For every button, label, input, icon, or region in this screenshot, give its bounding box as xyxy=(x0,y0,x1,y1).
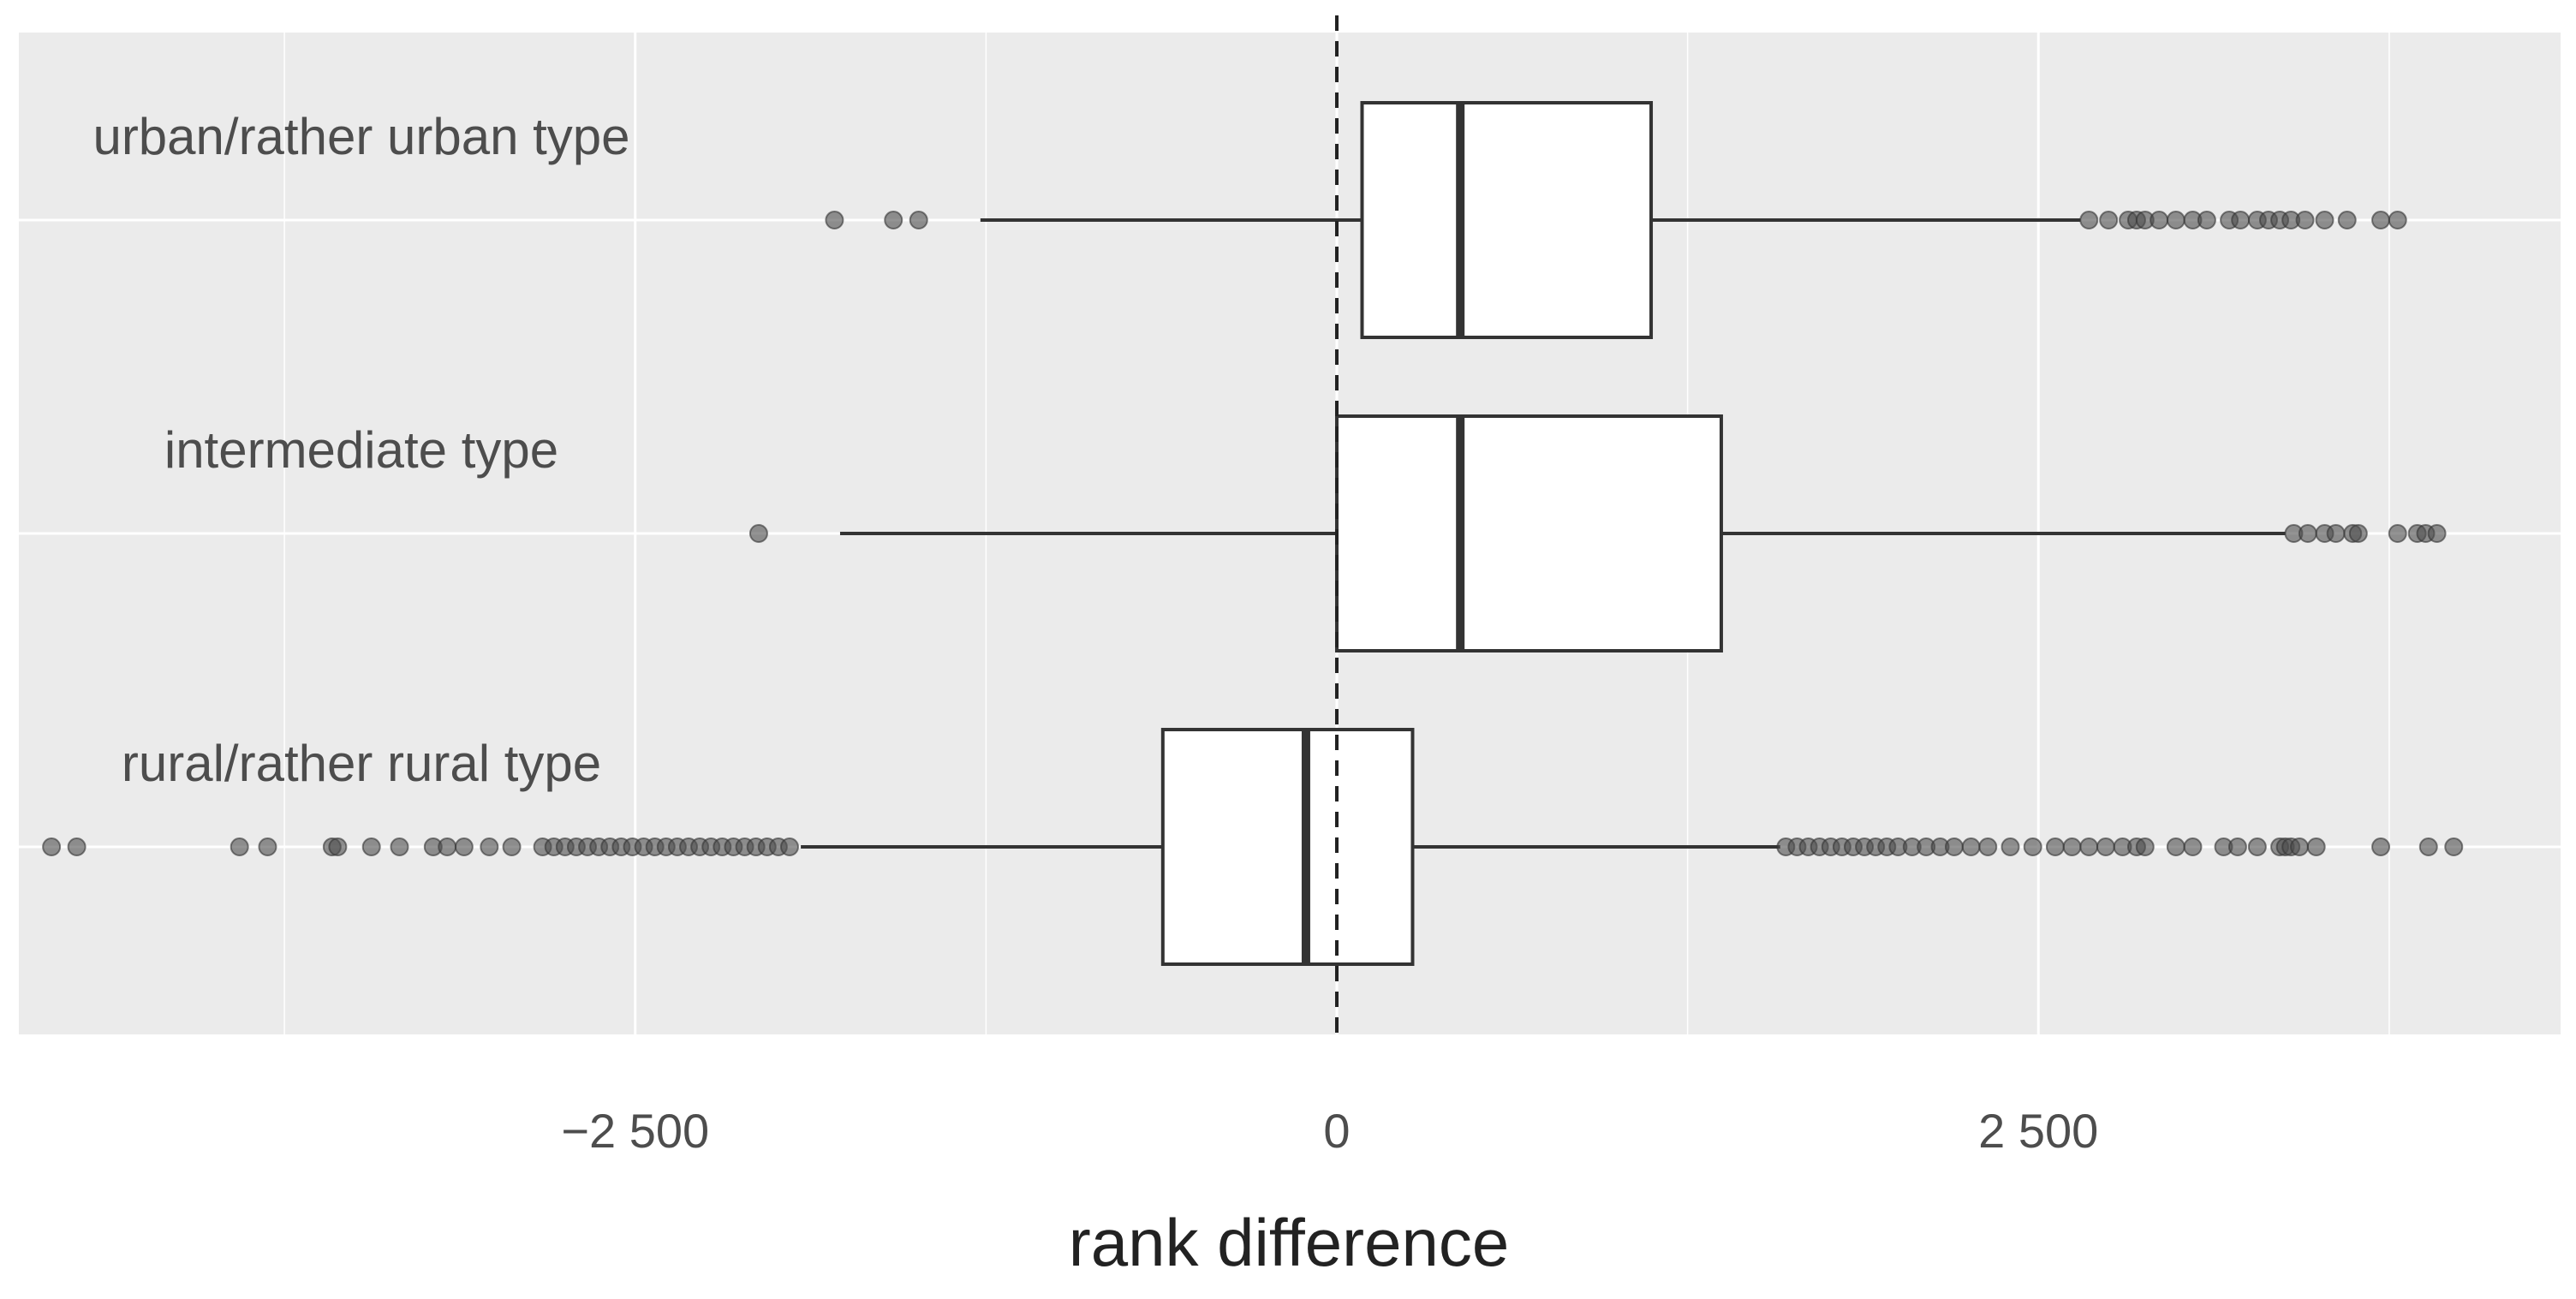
outlier-point xyxy=(2371,211,2391,229)
outlier-point xyxy=(1961,837,1981,856)
outlier-point xyxy=(67,837,86,856)
category-label: rural/rather rural type xyxy=(122,735,601,792)
iqr-box xyxy=(1160,728,1415,966)
category-labels: urban/rather urban type intermediate type… xyxy=(92,108,629,792)
outlier-point xyxy=(2306,837,2326,856)
outlier-point xyxy=(230,837,249,856)
outlier-point xyxy=(2096,837,2115,856)
outlier-point xyxy=(2418,837,2438,856)
outlier-point xyxy=(2444,837,2464,856)
outlier-point xyxy=(2231,211,2251,229)
outlier-point xyxy=(909,211,928,229)
outlier-point xyxy=(2166,837,2185,856)
outlier-point xyxy=(258,837,277,856)
outlier-point xyxy=(2298,524,2317,543)
category-label: intermediate type xyxy=(164,421,558,479)
outlier-point xyxy=(2079,837,2099,856)
outlier-point xyxy=(2290,837,2310,856)
outlier-point xyxy=(2099,211,2119,229)
outlier-point xyxy=(2315,211,2334,229)
outlier-point xyxy=(779,837,799,856)
outlier-point xyxy=(2166,211,2185,229)
box-group xyxy=(748,414,2447,652)
x-axis-ticks: −2 500 0 2 500 xyxy=(561,1104,2098,1158)
x-tick-label: −2 500 xyxy=(561,1104,709,1158)
outlier-point xyxy=(502,837,522,856)
outlier-point xyxy=(361,837,381,856)
outlier-point xyxy=(2371,837,2391,856)
category-label: urban/rather urban type xyxy=(92,108,629,165)
x-tick-label: 2 500 xyxy=(1978,1104,2098,1158)
outlier-point xyxy=(748,524,768,543)
outlier-point xyxy=(2388,524,2407,543)
outlier-point xyxy=(2388,211,2407,229)
iqr-box xyxy=(1360,101,1654,339)
outlier-point xyxy=(825,211,844,229)
x-tick-label: 0 xyxy=(1323,1104,1350,1158)
x-axis-title: rank difference xyxy=(1069,1205,1510,1280)
outlier-point xyxy=(2337,211,2357,229)
outlier-point xyxy=(1978,837,1998,856)
outlier-point xyxy=(438,837,457,856)
outlier-point xyxy=(2150,211,2169,229)
outlier-point xyxy=(2348,524,2368,543)
outlier-point xyxy=(884,211,903,229)
outlier-point xyxy=(2183,837,2203,856)
outlier-point xyxy=(42,837,62,856)
outlier-point xyxy=(480,837,499,856)
outlier-point xyxy=(2062,837,2082,856)
outlier-point xyxy=(328,837,348,856)
outlier-point xyxy=(2227,837,2247,856)
outlier-point xyxy=(1944,837,1964,856)
iqr-box xyxy=(1335,414,1723,652)
outlier-point xyxy=(2295,211,2315,229)
outlier-point xyxy=(390,837,409,856)
box-group xyxy=(42,728,2464,966)
outlier-point xyxy=(2001,837,2020,856)
outlier-point xyxy=(2135,837,2155,856)
outlier-point xyxy=(2326,524,2346,543)
outlier-point xyxy=(2247,837,2267,856)
outlier-point xyxy=(2079,211,2099,229)
outlier-point xyxy=(2023,837,2042,856)
outlier-point xyxy=(454,837,474,856)
box-group xyxy=(825,101,2407,339)
outlier-point xyxy=(2197,211,2216,229)
box-layer xyxy=(42,101,2464,966)
outlier-point xyxy=(2045,837,2065,856)
outlier-point xyxy=(2427,524,2447,543)
